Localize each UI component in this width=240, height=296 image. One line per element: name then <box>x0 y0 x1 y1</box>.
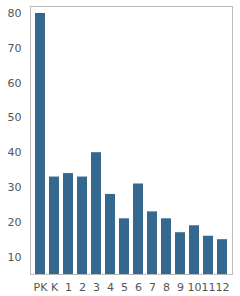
svg-text:5: 5 <box>121 281 128 294</box>
svg-text:8: 8 <box>163 281 170 294</box>
svg-text:20: 20 <box>8 216 22 229</box>
svg-text:11: 11 <box>202 281 216 294</box>
svg-text:7: 7 <box>149 281 156 294</box>
svg-text:6: 6 <box>135 281 142 294</box>
svg-text:2: 2 <box>79 281 86 294</box>
svg-text:10: 10 <box>188 281 202 294</box>
svg-text:50: 50 <box>8 111 22 124</box>
svg-text:1: 1 <box>65 281 72 294</box>
svg-text:80: 80 <box>8 7 22 20</box>
svg-text:12: 12 <box>216 281 230 294</box>
svg-text:9: 9 <box>177 281 184 294</box>
svg-text:4: 4 <box>107 281 114 294</box>
svg-text:3: 3 <box>93 281 100 294</box>
svg-text:K: K <box>51 281 59 294</box>
svg-text:70: 70 <box>8 42 22 55</box>
svg-text:10: 10 <box>8 251 22 264</box>
svg-text:30: 30 <box>8 181 22 194</box>
svg-text:60: 60 <box>8 77 22 90</box>
svg-text:40: 40 <box>8 146 22 159</box>
svg-text:PK: PK <box>34 281 49 294</box>
